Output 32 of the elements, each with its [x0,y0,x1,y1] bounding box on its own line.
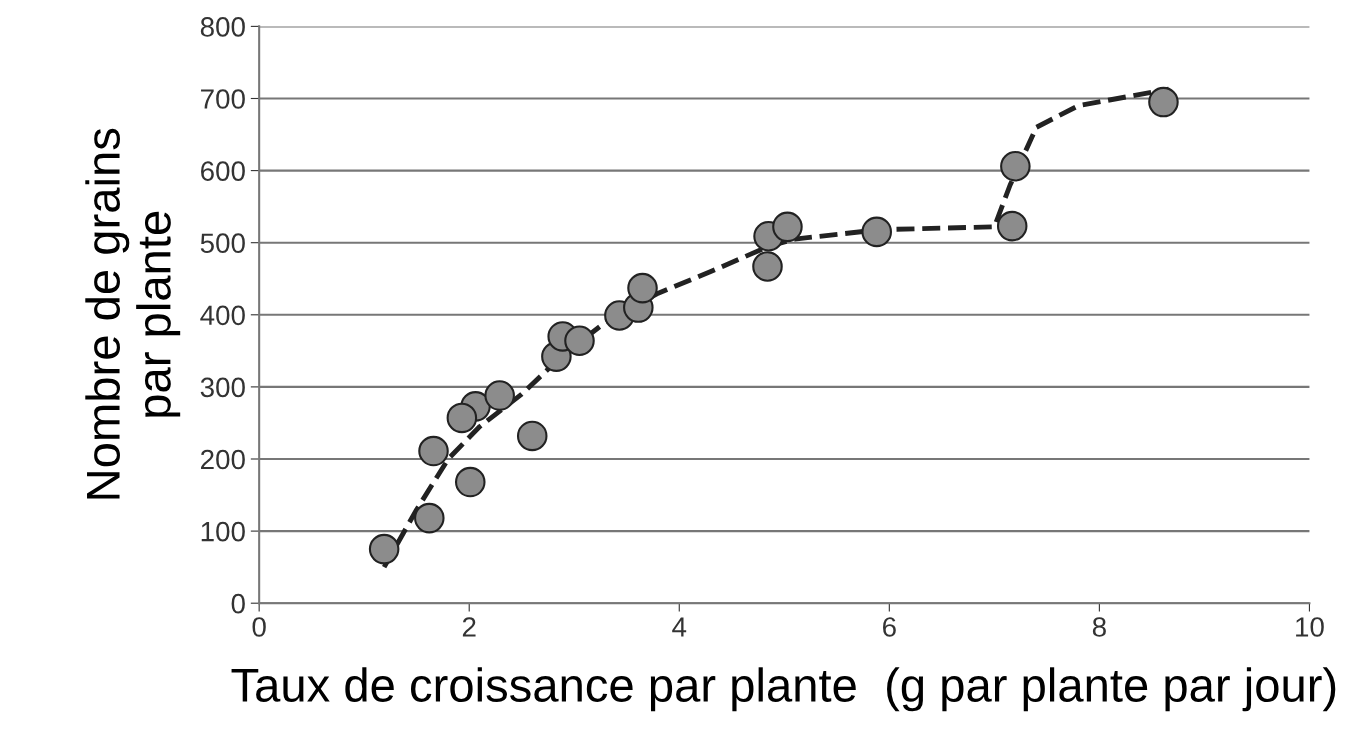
point [752,251,783,282]
y-tick-label: 800 [200,17,245,37]
point [454,466,486,498]
point [627,272,658,304]
point [1148,86,1179,118]
y-tick-label: 700 [201,89,245,109]
x-tick-label: 8 [1092,617,1106,637]
point [516,420,548,452]
point [446,402,478,434]
y-tick-label: 400 [200,305,245,326]
point [418,435,449,467]
x-tick-label: 2 [462,617,476,637]
x-tick-label: 6 [883,617,896,637]
y-tick-label: 300 [200,377,245,398]
y-tick-label: 200 [201,449,245,470]
point [772,211,803,243]
point [484,380,515,411]
y-tick-label: 0 [231,593,245,614]
x-tick-label: 0 [252,617,266,637]
point [564,325,595,357]
point [414,502,445,534]
y-tick-label: 500 [200,233,245,254]
point [368,533,400,565]
x-axis-title: Taux de croissance par plante (g par plante par jour) [231,667,1336,712]
y-tick-label: 600 [201,161,245,181]
x-tick-label: 10 [1296,617,1324,637]
y-axis-title: Nombre de grains par plante [85,128,181,499]
point [1000,150,1031,182]
y-tick-label: 100 [201,521,245,542]
point [861,216,892,248]
x-tick-label: 4 [672,617,687,637]
point [996,210,1028,242]
